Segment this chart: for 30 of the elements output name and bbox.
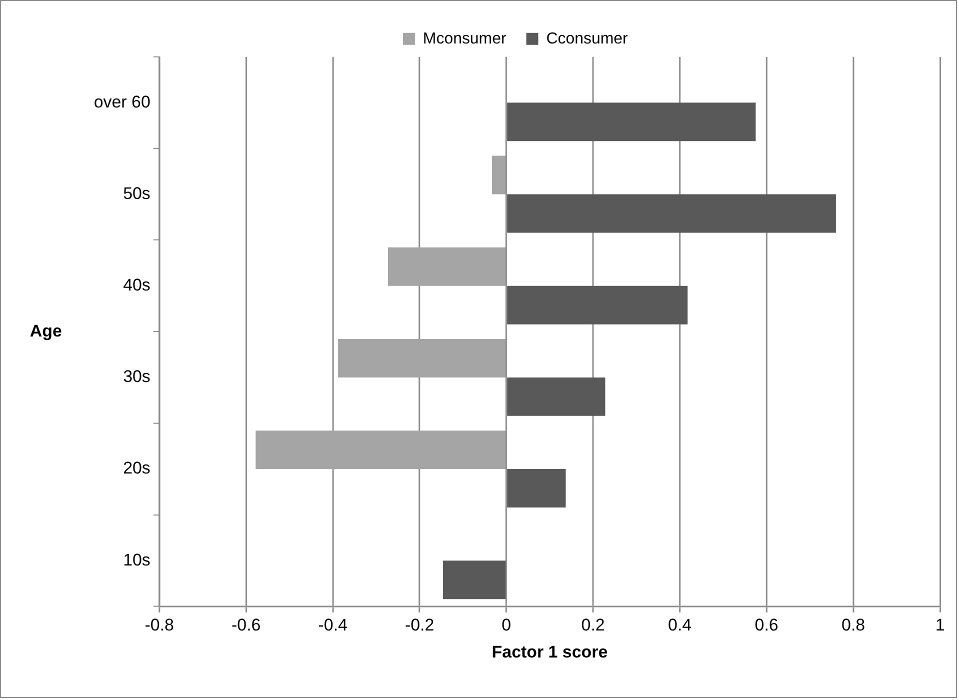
x-tick-label: 0.2 xyxy=(581,615,605,634)
bar xyxy=(256,430,506,470)
x-tick-label: -0.8 xyxy=(144,615,174,634)
bar xyxy=(507,469,566,508)
bar xyxy=(492,156,506,194)
y-tick-label: 40s xyxy=(123,276,150,295)
x-tick-label: 0.4 xyxy=(668,615,692,634)
x-tick-label: 0.6 xyxy=(754,615,778,634)
bar xyxy=(507,194,836,233)
y-axis-title: Age xyxy=(30,321,62,340)
legend-label: Cconsumer xyxy=(546,30,629,48)
bar xyxy=(507,377,606,416)
bar xyxy=(443,560,506,600)
x-tick-label: 0.8 xyxy=(842,615,866,634)
y-tick-label: 20s xyxy=(123,458,150,478)
x-tick-label: -0.4 xyxy=(318,615,348,634)
x-tick-label: -0.6 xyxy=(232,615,261,634)
y-tick-label: 50s xyxy=(123,184,150,203)
bar xyxy=(388,247,506,286)
x-axis-title: Factor 1 score xyxy=(492,642,608,662)
y-tick-label: 10s xyxy=(123,550,150,570)
x-tick-label: -0.2 xyxy=(404,615,434,634)
bar xyxy=(338,338,506,378)
bar xyxy=(507,286,688,324)
bar xyxy=(507,102,756,142)
y-tick-label: 30s xyxy=(123,367,150,386)
y-tick-label: over 60 xyxy=(94,92,150,112)
x-tick-label: 0 xyxy=(502,615,512,634)
legend-label: Mconsumer xyxy=(422,30,507,48)
x-tick-label: 1 xyxy=(935,615,945,634)
